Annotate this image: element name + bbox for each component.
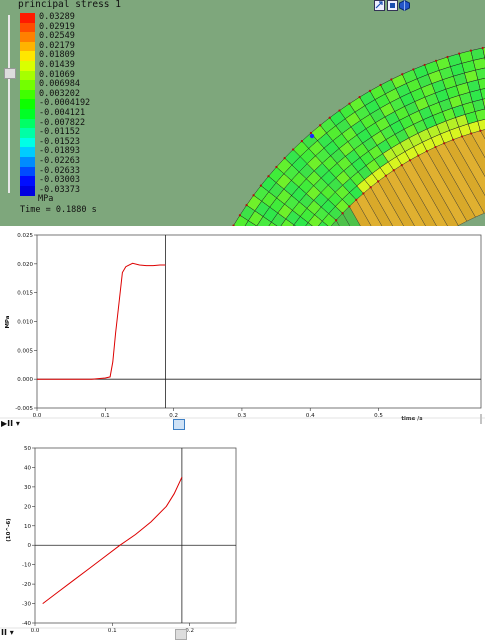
legend-swatch xyxy=(20,90,35,100)
legend-swatch xyxy=(20,119,35,129)
y-tick-label: -10 xyxy=(22,563,31,569)
y-tick-label: -20 xyxy=(22,582,31,588)
y-tick-label: 0.010 xyxy=(17,320,33,326)
y-tick-label: 0.005 xyxy=(17,348,33,354)
y-tick-label: 0.020 xyxy=(17,262,33,268)
legend-value: -0.02263 xyxy=(39,156,80,166)
legend-swatch xyxy=(20,13,35,23)
legend-value: 0.01439 xyxy=(39,60,75,70)
legend-value: 0.02919 xyxy=(39,22,75,32)
legend-swatch xyxy=(20,138,35,148)
legend-swatch xyxy=(20,99,35,109)
time-label: Time = 0.1880 s xyxy=(20,205,97,215)
y-axis-title: (10^-6) xyxy=(6,518,12,542)
legend-value: -0.004121 xyxy=(39,108,85,118)
y-tick-label: 40 xyxy=(24,465,31,471)
time-scroll-thumb[interactable] xyxy=(173,419,185,430)
legend-swatch xyxy=(20,147,35,157)
legend-value: 0.02179 xyxy=(39,41,75,51)
legend-swatch xyxy=(20,61,35,71)
legend-swatch xyxy=(20,128,35,138)
legend-swatch xyxy=(20,71,35,81)
legend-value: -0.0004192 xyxy=(39,98,90,108)
time-scroll-thumb-2[interactable] xyxy=(175,629,187,640)
y-tick-label: -0.005 xyxy=(15,406,33,412)
legend-swatch xyxy=(20,42,35,52)
plot-frame xyxy=(35,448,236,623)
y-tick-label: 50 xyxy=(24,446,31,452)
y-tick-label: -30 xyxy=(22,602,31,608)
viewport-slider-thumb[interactable] xyxy=(4,68,16,79)
legend-value: 0.006984 xyxy=(39,79,80,89)
y-tick-label: -40 xyxy=(22,621,31,627)
solid-view-icon[interactable] xyxy=(399,0,410,11)
rotate-icon[interactable] xyxy=(387,0,398,11)
probe-marker[interactable] xyxy=(310,134,314,138)
legend-value: -0.02633 xyxy=(39,166,80,176)
x-tick-label: 0.1 xyxy=(108,628,117,634)
legend-title: principal stress 1 xyxy=(18,0,121,10)
y-tick-label: 30 xyxy=(24,485,31,491)
legend-swatch xyxy=(20,51,35,61)
legend-swatch xyxy=(20,157,35,167)
legend-swatch xyxy=(20,32,35,42)
y-tick-label: 10 xyxy=(24,524,31,530)
legend-swatch xyxy=(20,176,35,186)
legend-value: 0.003202 xyxy=(39,89,80,99)
x-axis-title: time /s xyxy=(401,416,423,422)
legend-value: -0.03003 xyxy=(39,175,80,185)
viewport-slider-track[interactable] xyxy=(8,15,10,193)
y-tick-label: 20 xyxy=(24,504,31,510)
legend-value: 0.02549 xyxy=(39,31,75,41)
legend-value: 0.01809 xyxy=(39,50,75,60)
plot-frame xyxy=(37,235,481,408)
legend-value: -0.01152 xyxy=(39,127,80,137)
legend-swatch xyxy=(20,167,35,177)
y-axis-title: MPa xyxy=(5,315,11,328)
view-icon[interactable] xyxy=(374,0,385,11)
y-tick-label: 0 xyxy=(28,543,32,549)
series-line xyxy=(43,477,182,603)
y-tick-label: 0.015 xyxy=(17,291,33,297)
legend-unit: MPa xyxy=(38,194,53,204)
y-tick-label: 0.025 xyxy=(17,233,33,239)
legend-swatch xyxy=(20,109,35,119)
legend-value: -0.007822 xyxy=(39,118,85,128)
x-tick-label: 0.0 xyxy=(31,628,40,634)
legend-swatch xyxy=(20,23,35,33)
legend-value: 0.03289 xyxy=(39,12,75,22)
y-tick-label: 0.000 xyxy=(17,377,33,383)
legend-value: -0.01523 xyxy=(39,137,80,147)
play-pause-button[interactable]: ▶II ▾ xyxy=(1,419,20,428)
legend-swatch xyxy=(20,80,35,90)
legend-swatch xyxy=(20,186,35,196)
legend-value: -0.01893 xyxy=(39,146,80,156)
pause-button[interactable]: II ▾ xyxy=(1,628,14,637)
legend-value: 0.01069 xyxy=(39,70,75,80)
series-line xyxy=(37,263,165,379)
